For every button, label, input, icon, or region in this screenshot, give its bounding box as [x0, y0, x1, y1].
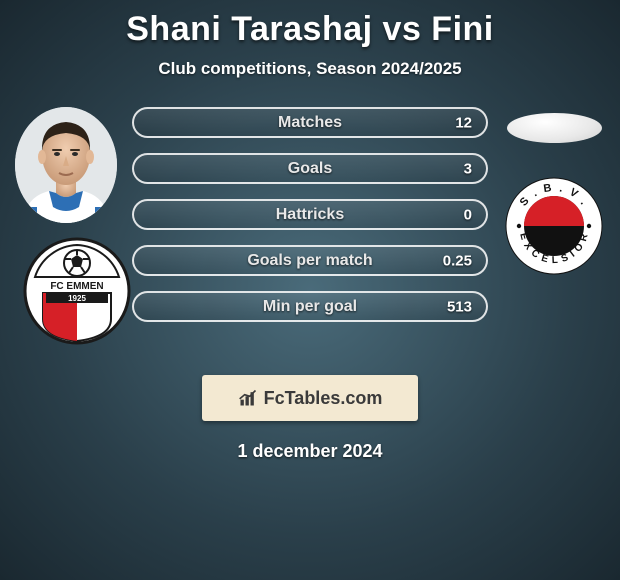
stat-row-min-per-goal: Min per goal 513 — [132, 291, 488, 322]
bar-chart-icon — [238, 388, 258, 408]
stat-row-goals: Goals 3 — [132, 153, 488, 184]
left-side: FC EMMEN 1925 — [6, 107, 126, 345]
page-title: Shani Tarashaj vs Fini — [0, 0, 620, 49]
page-subtitle: Club competitions, Season 2024/2025 — [0, 59, 620, 79]
stat-label: Goals per match — [247, 252, 372, 270]
footer: FcTables.com 1 december 2024 — [0, 375, 620, 462]
stat-row-goals-per-match: Goals per match 0.25 — [132, 245, 488, 276]
main-columns: FC EMMEN 1925 Matches 12 Goals 3 Hattric… — [0, 107, 620, 345]
footer-date: 1 december 2024 — [237, 441, 382, 462]
right-side: S . B . V . E X C E L S I O R — [494, 107, 614, 275]
stat-label: Hattricks — [276, 206, 344, 224]
stats-list: Matches 12 Goals 3 Hattricks 0 Goals per… — [126, 107, 494, 322]
stat-label: Matches — [278, 114, 342, 132]
brand-text: FcTables.com — [238, 388, 383, 409]
stat-label: Goals — [288, 160, 332, 178]
left-club-badge: FC EMMEN 1925 — [23, 237, 131, 345]
svg-text:FC EMMEN: FC EMMEN — [50, 281, 103, 292]
stat-right-value: 3 — [464, 160, 472, 177]
svg-text:1925: 1925 — [68, 294, 86, 303]
stat-right-value: 0.25 — [443, 252, 472, 269]
stat-row-matches: Matches 12 — [132, 107, 488, 138]
right-club-badge: S . B . V . E X C E L S I O R — [505, 177, 603, 275]
stat-right-value: 12 — [455, 114, 472, 131]
stat-row-hattricks: Hattricks 0 — [132, 199, 488, 230]
stat-label: Min per goal — [263, 298, 357, 316]
stat-right-value: 513 — [447, 298, 472, 315]
left-player-headshot — [15, 107, 117, 223]
brand-badge: FcTables.com — [202, 375, 418, 421]
brand-label: FcTables.com — [264, 388, 383, 409]
stat-right-value: 0 — [464, 206, 472, 223]
right-player-placeholder — [507, 113, 602, 143]
